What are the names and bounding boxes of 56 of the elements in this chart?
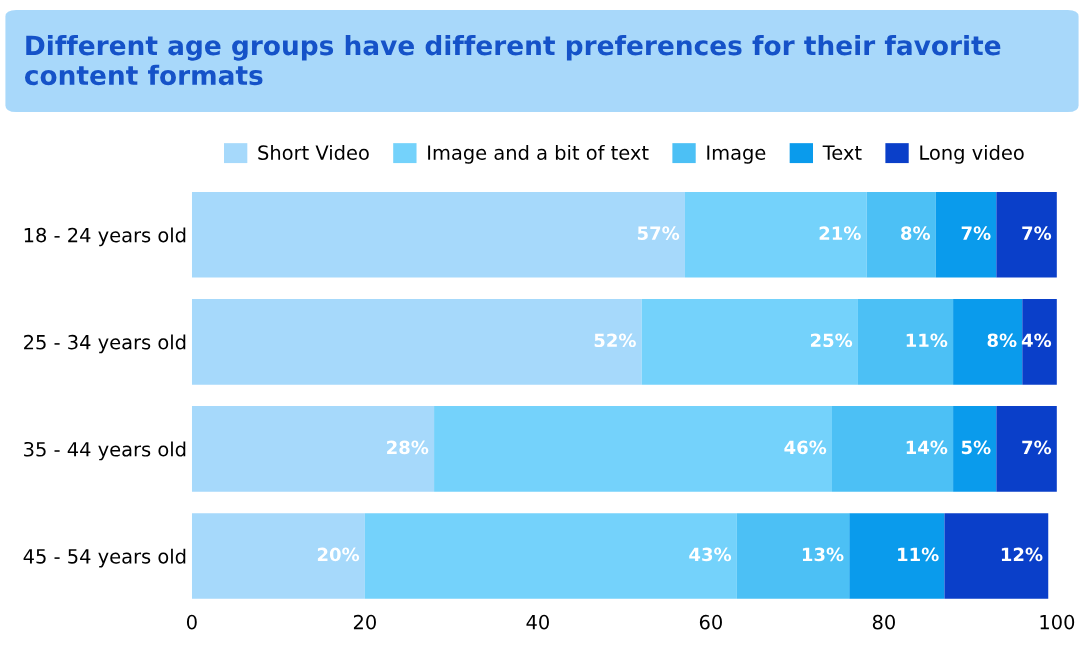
bar (849, 513, 945, 599)
data-label: 11% (906, 333, 948, 348)
data-label: 57% (637, 226, 680, 241)
y-tick-label: 18 - 24 years old (24, 227, 186, 247)
data-label: 5% (961, 440, 991, 455)
x-tick-label: 40 (526, 614, 549, 630)
data-label: 7% (1022, 226, 1052, 241)
data-label: 13% (802, 547, 844, 562)
legend-label: Text (822, 145, 862, 160)
data-label: 7% (961, 226, 991, 241)
legend-label: Image and a bit of text (428, 144, 649, 164)
data-label: 12% (1001, 547, 1043, 562)
bar (434, 406, 832, 492)
data-label: 11% (898, 547, 939, 562)
bar (191, 191, 685, 278)
bar (364, 513, 737, 599)
legend-label: Long video (920, 144, 1024, 164)
data-label: 14% (906, 440, 948, 455)
x-tick-label: 20 (353, 614, 376, 630)
bar (641, 299, 858, 385)
data-label: 25% (810, 333, 853, 348)
data-label: 20% (317, 547, 360, 562)
bar (191, 406, 435, 492)
data-label: 28% (387, 440, 429, 455)
bar (831, 406, 954, 492)
data-label: 46% (784, 440, 827, 455)
data-label: 52% (594, 333, 636, 348)
bar (866, 191, 936, 278)
x-tick-label: 60 (699, 614, 722, 630)
legend-label: Short Video (258, 144, 369, 160)
bar (857, 299, 954, 385)
data-label: 4% (1021, 333, 1052, 348)
data-label: 43% (689, 547, 732, 562)
bar (191, 513, 365, 599)
bar (944, 513, 1049, 599)
legend-label: Image (707, 145, 766, 164)
bar (953, 299, 1023, 385)
bar (953, 406, 997, 492)
bar (996, 191, 1057, 278)
bar (935, 191, 997, 278)
data-label: 7% (1022, 440, 1052, 455)
y-tick-label: 35 - 44 years old (24, 441, 186, 461)
data-label: 8% (901, 226, 931, 241)
bar (1022, 299, 1057, 385)
y-tick-label: 25 - 34 years old (24, 334, 186, 354)
y-tick-label: 45 - 54 years old (23, 548, 186, 568)
bar (191, 299, 642, 385)
data-label: 21% (819, 226, 861, 241)
x-tick-label: 100 (1040, 614, 1075, 630)
chart-title: Different age groups have different preferences for their favorite content formats (24, 34, 1001, 86)
x-tick-label: 80 (872, 614, 895, 630)
bar (996, 406, 1057, 492)
x-tick-label: 0 (186, 614, 197, 630)
data-label: 8% (987, 333, 1017, 348)
bar (684, 191, 867, 278)
bar (736, 513, 850, 599)
